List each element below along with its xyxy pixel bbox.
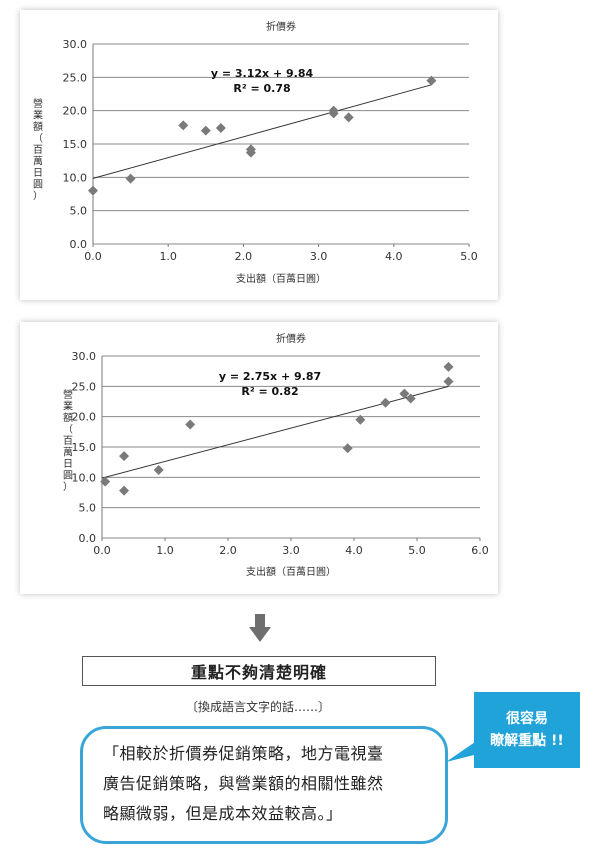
chart-2-trendline	[101, 385, 449, 479]
chart-2-data-point	[119, 485, 130, 496]
chart-1-y-tick-label: 0.0	[70, 238, 88, 251]
chart-2-data-point	[399, 388, 410, 399]
chart-1-data-point	[245, 147, 256, 158]
reword-note: 〔換成語言文字的話……〕	[185, 700, 330, 714]
chart-2-data-point	[153, 465, 164, 476]
chart-1-r-squared: R² = 0.78	[233, 82, 290, 95]
chart-2-data-point	[119, 451, 130, 462]
chart-2-x-tick-label: 2.0	[219, 544, 237, 557]
chart-2-data-point	[380, 397, 391, 408]
chart-2-data-point	[443, 376, 454, 387]
chart-2-x-tick-label: 3.0	[282, 544, 300, 557]
chart-2-x-tick-label: 6.0	[471, 544, 489, 557]
chart-2-x-tick-label: 4.0	[345, 544, 363, 557]
chart-2-data-point	[185, 419, 196, 430]
chart-2-svg: 折價券 0.0 5.0 10.0 15.0 20.0 25.0 30.0 0.0 1.0 2.0 3.…	[63, 332, 489, 578]
chart-1-x-tick-label: 5.0	[460, 250, 478, 263]
chart-2-data-point	[405, 393, 416, 404]
chart-1-data-point	[178, 120, 189, 131]
chart-2-y-tick-label: 20.0	[72, 411, 97, 424]
chart-2-y-tick-label: 30.0	[72, 350, 97, 363]
chart-1-x-tick-label: 1.0	[159, 250, 177, 263]
chart-1-y-tick-label: 5.0	[70, 205, 88, 218]
chart-1-data-point	[426, 75, 437, 86]
chart-1-y-tick-label: 25.0	[63, 71, 88, 84]
chart-1-y-tick-label: 30.0	[63, 38, 88, 51]
callout-line: 瞭解重點 !!	[490, 733, 564, 749]
chart-1-y-tick-label: 15.0	[63, 138, 88, 151]
chart-1-data-point	[215, 123, 226, 133]
quote-line: 「相較於折價券促銷策略，地方電視臺	[103, 744, 384, 763]
chart-1-y-tick-label: 10.0	[63, 171, 88, 184]
chart-2-y-tick-label: 15.0	[72, 441, 97, 454]
chart-1-y-tick-label: 20.0	[63, 105, 88, 118]
chart-2-title: 折價券	[276, 332, 306, 345]
down-arrow-icon	[249, 614, 271, 642]
chart-2-x-axis-label: 支出額（百萬日圓）	[246, 565, 336, 578]
chart-2-y-tick-label: 10.0	[72, 471, 97, 484]
quote-bubble: 「相較於折價券促銷策略，地方電視臺 廣告促銷策略，與營業額的相關性雖然 略顯微弱…	[80, 726, 448, 844]
chart-2-y-tick-label: 25.0	[72, 380, 97, 393]
chart-2-equation: y = 2.75x + 9.87	[219, 370, 321, 383]
chart-1-equation: y = 3.12x + 9.84	[211, 67, 314, 80]
callout-line: 很容易	[506, 711, 548, 727]
chart-2-y-tick-label: 0.0	[79, 532, 97, 545]
chart-1-data-point	[88, 185, 98, 196]
callout-badge: 很容易 瞭解重點 !!	[474, 692, 580, 768]
chart-1-x-tick-label: 4.0	[385, 250, 403, 263]
chart-1-svg: 折價券 0.0 5.0 10.0 15.0 20.0 25.0 30.0 0.0 1.0 2.0 3.…	[33, 20, 478, 285]
chart-2-x-tick-label: 1.0	[156, 544, 174, 557]
headline-box: 重點不夠清楚明確	[82, 656, 436, 686]
chart-2-r-squared: R² = 0.82	[241, 385, 298, 398]
chart-2-y-tick-label: 5.0	[79, 502, 97, 515]
headline-text: 重點不夠清楚明確	[190, 663, 327, 682]
chart-card-1: 折價券 0.0 5.0 10.0 15.0 20.0 25.0 30.0 0.0 1.0 2.0 3.…	[20, 10, 498, 300]
chart-1-x-tick-label: 0.0	[84, 250, 102, 263]
chart-1-x-axis-label: 支出額（百萬日圓）	[236, 272, 326, 285]
chart-card-2: 折價券 0.0 5.0 10.0 15.0 20.0 25.0 30.0 0.0 1.0 2.0 3.…	[20, 322, 498, 594]
chart-2-y-axis-label: 營業額（百萬日圓）	[63, 388, 73, 493]
chart-1-title: 折價券	[266, 20, 296, 33]
chart-2-x-tick-label: 5.0	[408, 544, 426, 557]
chart-1-data-point	[125, 173, 136, 184]
chart-2-data-point	[342, 443, 353, 454]
chart-2-data-point	[443, 361, 454, 372]
chart-1-x-tick-label: 3.0	[310, 250, 328, 263]
chart-2-x-tick-label: 0.0	[93, 544, 111, 557]
chart-2-data-point	[100, 476, 111, 487]
chart-1-trendline	[92, 84, 432, 179]
chart-2-data-point	[355, 414, 366, 425]
callout-tail	[446, 740, 478, 762]
chart-1-x-tick-label: 2.0	[235, 250, 253, 263]
quote-line: 略顯微弱，但是成本效益較高。」	[103, 804, 343, 823]
chart-1-data-point	[200, 125, 211, 136]
chart-1-data-point	[343, 112, 354, 123]
chart-1-data-point	[328, 108, 339, 119]
quote-line: 廣告促銷策略，與營業額的相關性雖然	[103, 774, 384, 793]
chart-1-y-axis-label: 營業額（百萬日圓）	[33, 97, 43, 202]
